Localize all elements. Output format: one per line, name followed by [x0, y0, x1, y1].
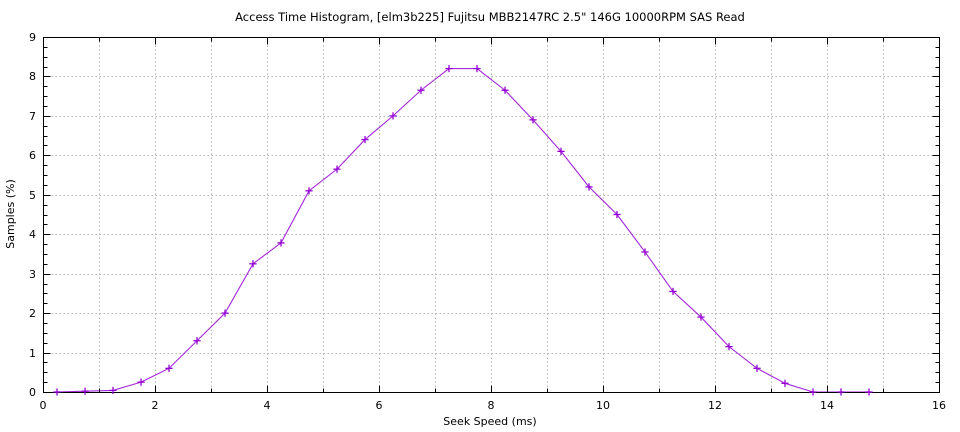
- data-point-marker: [669, 287, 677, 296]
- label-layer: Access Time Histogram, [elm3b225] Fujits…: [4, 10, 946, 428]
- data-point-marker: [109, 386, 117, 395]
- y-tick-label: 1: [29, 347, 36, 360]
- data-point-marker: [529, 116, 537, 124]
- y-tick-label: 4: [29, 228, 36, 241]
- data-point-marker: [361, 135, 369, 144]
- y-tick-label: 5: [29, 189, 36, 202]
- data-point-marker: [445, 64, 453, 73]
- data-point-marker: [333, 165, 341, 173]
- y-tick-label: 9: [29, 31, 36, 44]
- x-tick-label: 6: [376, 399, 383, 412]
- data-point-marker: [249, 260, 257, 268]
- x-tick-label: 10: [596, 399, 610, 412]
- series-line: [56, 68, 869, 393]
- data-point-marker: [501, 86, 509, 94]
- x-axis-title: Seek Speed (ms): [443, 415, 536, 428]
- data-point-marker: [81, 387, 89, 395]
- axis-layer: [43, 37, 940, 393]
- y-axis-title: Samples (%): [4, 179, 17, 249]
- x-tick-label: 0: [40, 399, 47, 412]
- data-point-marker: [865, 388, 873, 396]
- series-layer: [56, 68, 869, 393]
- data-point-marker: [137, 378, 145, 386]
- y-tick-label: 7: [29, 110, 36, 123]
- data-point-marker: [641, 248, 649, 256]
- data-point-marker: [277, 239, 285, 247]
- x-tick-label: 2: [152, 399, 159, 412]
- y-tick-label: 8: [29, 70, 36, 83]
- data-point-marker: [697, 313, 705, 321]
- data-point-marker: [193, 337, 201, 345]
- data-point-marker: [417, 86, 425, 94]
- data-point-marker: [473, 64, 481, 73]
- x-tick-label: 8: [488, 399, 495, 412]
- data-point-marker: [781, 379, 789, 387]
- y-tick-label: 3: [29, 268, 36, 281]
- data-point-marker: [389, 112, 397, 120]
- chart-title: Access Time Histogram, [elm3b225] Fujits…: [235, 10, 745, 24]
- data-point-marker: [165, 364, 173, 372]
- data-point-marker: [753, 364, 761, 372]
- data-point-marker: [221, 309, 229, 317]
- x-tick-label: 14: [820, 399, 834, 412]
- x-tick-label: 16: [932, 399, 946, 412]
- x-tick-label: 12: [708, 399, 722, 412]
- x-tick-label: 4: [264, 399, 271, 412]
- data-point-marker: [837, 388, 845, 396]
- data-point-marker: [613, 210, 621, 219]
- marker-layer: [53, 64, 873, 396]
- data-point-marker: [557, 147, 565, 155]
- data-point-marker: [585, 183, 593, 191]
- y-tick-label: 6: [29, 149, 36, 162]
- y-tick-label: 0: [29, 386, 36, 399]
- data-point-marker: [305, 187, 313, 195]
- plot-border: [43, 37, 940, 393]
- y-tick-label: 2: [29, 307, 36, 320]
- data-point-marker: [53, 388, 61, 396]
- data-point-marker: [809, 388, 817, 396]
- grid-layer: [43, 37, 940, 393]
- data-point-marker: [725, 343, 733, 351]
